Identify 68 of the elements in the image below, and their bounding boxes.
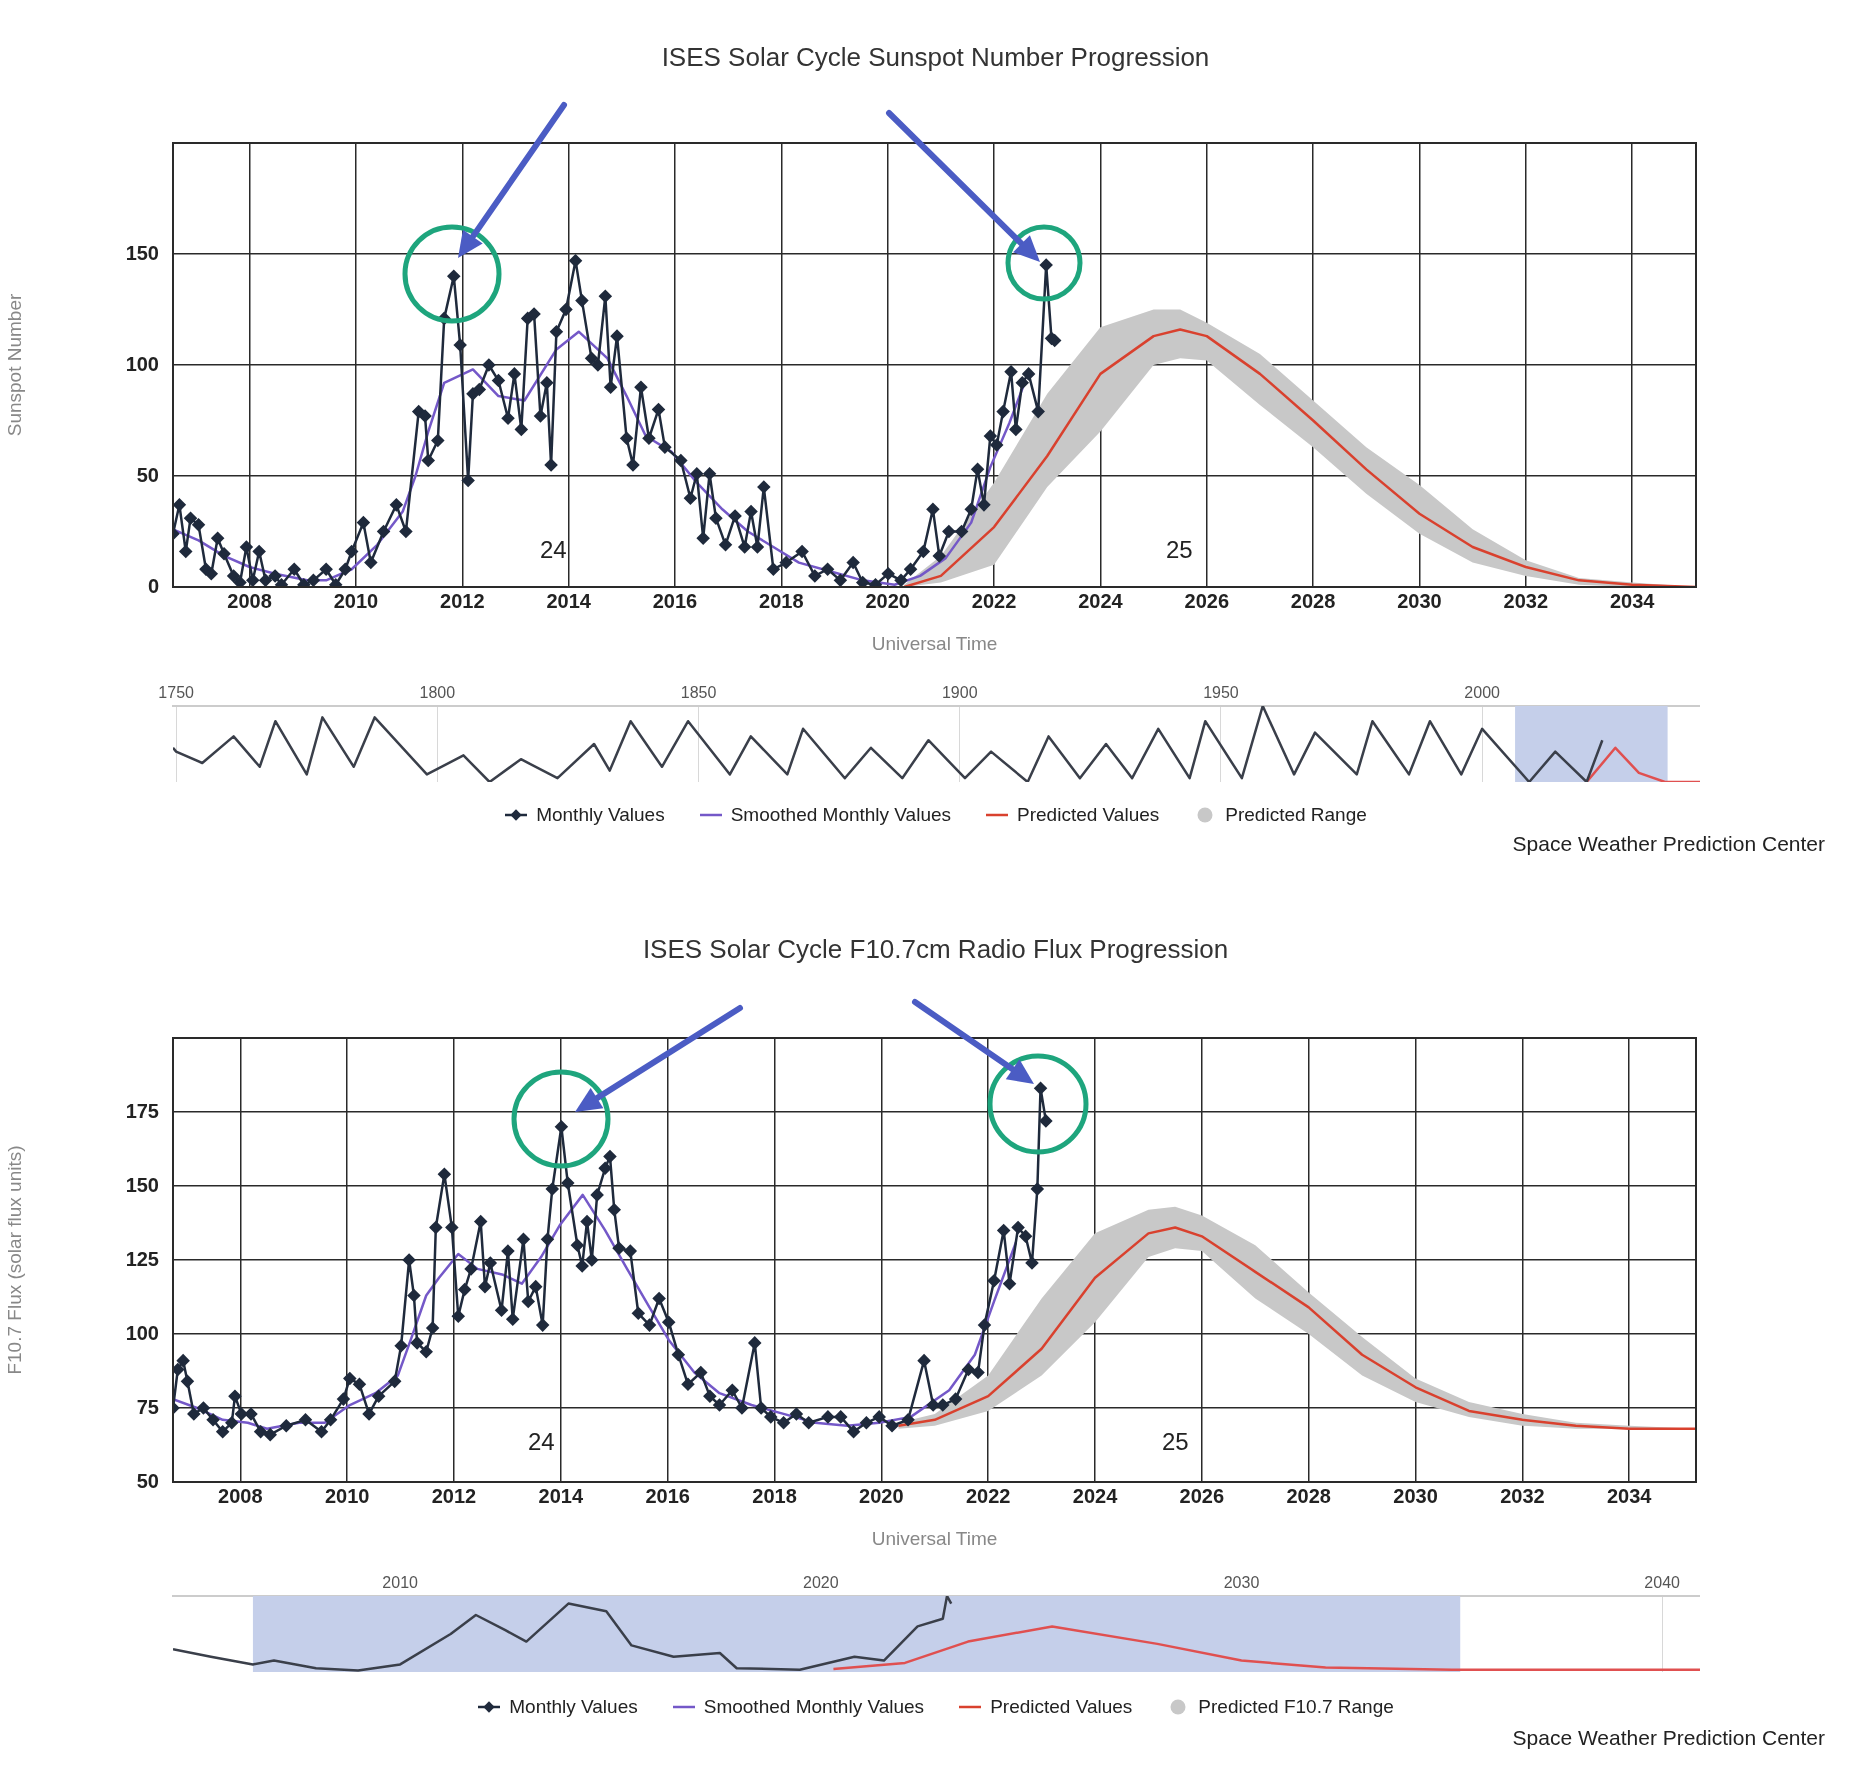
x-tick-label: 2016: [645, 1484, 690, 1507]
legend-label: Predicted Values: [1017, 804, 1160, 826]
x-tick-label: 2030: [1393, 1484, 1438, 1507]
text: Space Weather Prediction Center: [1512, 832, 1825, 856]
legend-label: Smoothed Monthly Values: [730, 804, 952, 826]
annotation: 24: [540, 536, 567, 564]
x-tick-label: 2014: [538, 1484, 584, 1507]
x-tick-label: 2012: [431, 1484, 477, 1507]
y-tick-label: 0: [147, 574, 159, 597]
text: Space Weather Prediction Center: [1512, 1726, 1825, 1750]
x-tick-label: 1950: [1203, 683, 1239, 701]
legend-label: Predicted Values: [990, 1696, 1133, 1718]
y-tick-label: 150: [125, 241, 159, 264]
legend-label: Monthly Values: [509, 1696, 638, 1718]
x-axis-title: Universal Time: [871, 632, 998, 654]
x-tick-label: 2010: [324, 1484, 370, 1507]
x-tick-label: 1800: [419, 683, 456, 701]
y-axis-title: Sunspot Number: [3, 293, 25, 437]
x-axis-title: Universal Time: [871, 1527, 998, 1549]
x-tick-label: 2016: [652, 589, 698, 612]
x-tick-label: 2030: [1223, 1573, 1260, 1591]
x-tick-label: 2026: [1184, 589, 1230, 612]
x-tick-label: 2024: [1078, 589, 1124, 612]
x-tick-label: 2022: [971, 589, 1017, 612]
x-tick-label: 2028: [1286, 1484, 1331, 1507]
x-tick-label: 2010: [333, 589, 379, 612]
y-tick-label: 50: [136, 463, 159, 486]
y-tick-label: 75: [136, 1395, 159, 1418]
legend-label: Smoothed Monthly Values: [703, 1696, 925, 1718]
x-tick-label: 2018: [752, 1484, 797, 1507]
chart-title: ISES Solar Cycle F10.7cm Radio Flux Progression: [641, 934, 1230, 965]
x-tick-label: 2034: [1606, 1484, 1653, 1507]
y-tick-label: 125: [125, 1247, 159, 1270]
x-tick-label: 2030: [1397, 589, 1442, 612]
x-tick-label: 2032: [1503, 589, 1549, 612]
chart-title: ISES Solar Cycle Sunspot Number Progression: [660, 42, 1211, 73]
x-tick-label: 2008: [227, 589, 272, 612]
x-tick-label: 2022: [965, 1484, 1011, 1507]
x-tick-label: 2020: [865, 589, 910, 612]
x-tick-label: 2008: [218, 1484, 263, 1507]
x-tick-label: 2014: [546, 589, 592, 612]
x-tick-label: 2040: [1644, 1573, 1681, 1591]
annotation: 24: [528, 1428, 555, 1456]
annotation: 25: [1162, 1428, 1189, 1456]
y-tick-label: 50: [136, 1469, 159, 1492]
x-tick-label: 2024: [1072, 1484, 1119, 1507]
y-tick-label: 175: [125, 1099, 159, 1122]
x-tick-label: 2010: [382, 1573, 419, 1591]
legend-label: Predicted Range: [1225, 804, 1367, 826]
legend-label: Monthly Values: [536, 804, 665, 826]
y-tick-label: 100: [125, 1321, 159, 1344]
x-tick-label: 2012: [440, 589, 485, 612]
x-tick-label: 2000: [1464, 683, 1501, 701]
x-tick-label: 2032: [1500, 1484, 1545, 1507]
y-axis-title: F10.7 Flux (solar flux units): [3, 1145, 25, 1375]
x-tick-label: 2034: [1609, 589, 1656, 612]
x-tick-label: 2018: [759, 589, 804, 612]
y-tick-label: 100: [125, 352, 159, 375]
x-tick-label: 2028: [1290, 589, 1336, 612]
x-tick-label: 2020: [859, 1484, 904, 1507]
x-tick-label: 1750: [158, 683, 195, 701]
x-tick-label: 2020: [803, 1573, 839, 1591]
annotation: 25: [1166, 536, 1193, 564]
legend-label: Predicted F10.7 Range: [1198, 1696, 1394, 1718]
x-tick-label: 1900: [941, 683, 978, 701]
x-tick-label: 1850: [680, 683, 717, 701]
x-tick-label: 2026: [1179, 1484, 1225, 1507]
y-tick-label: 150: [125, 1173, 159, 1196]
